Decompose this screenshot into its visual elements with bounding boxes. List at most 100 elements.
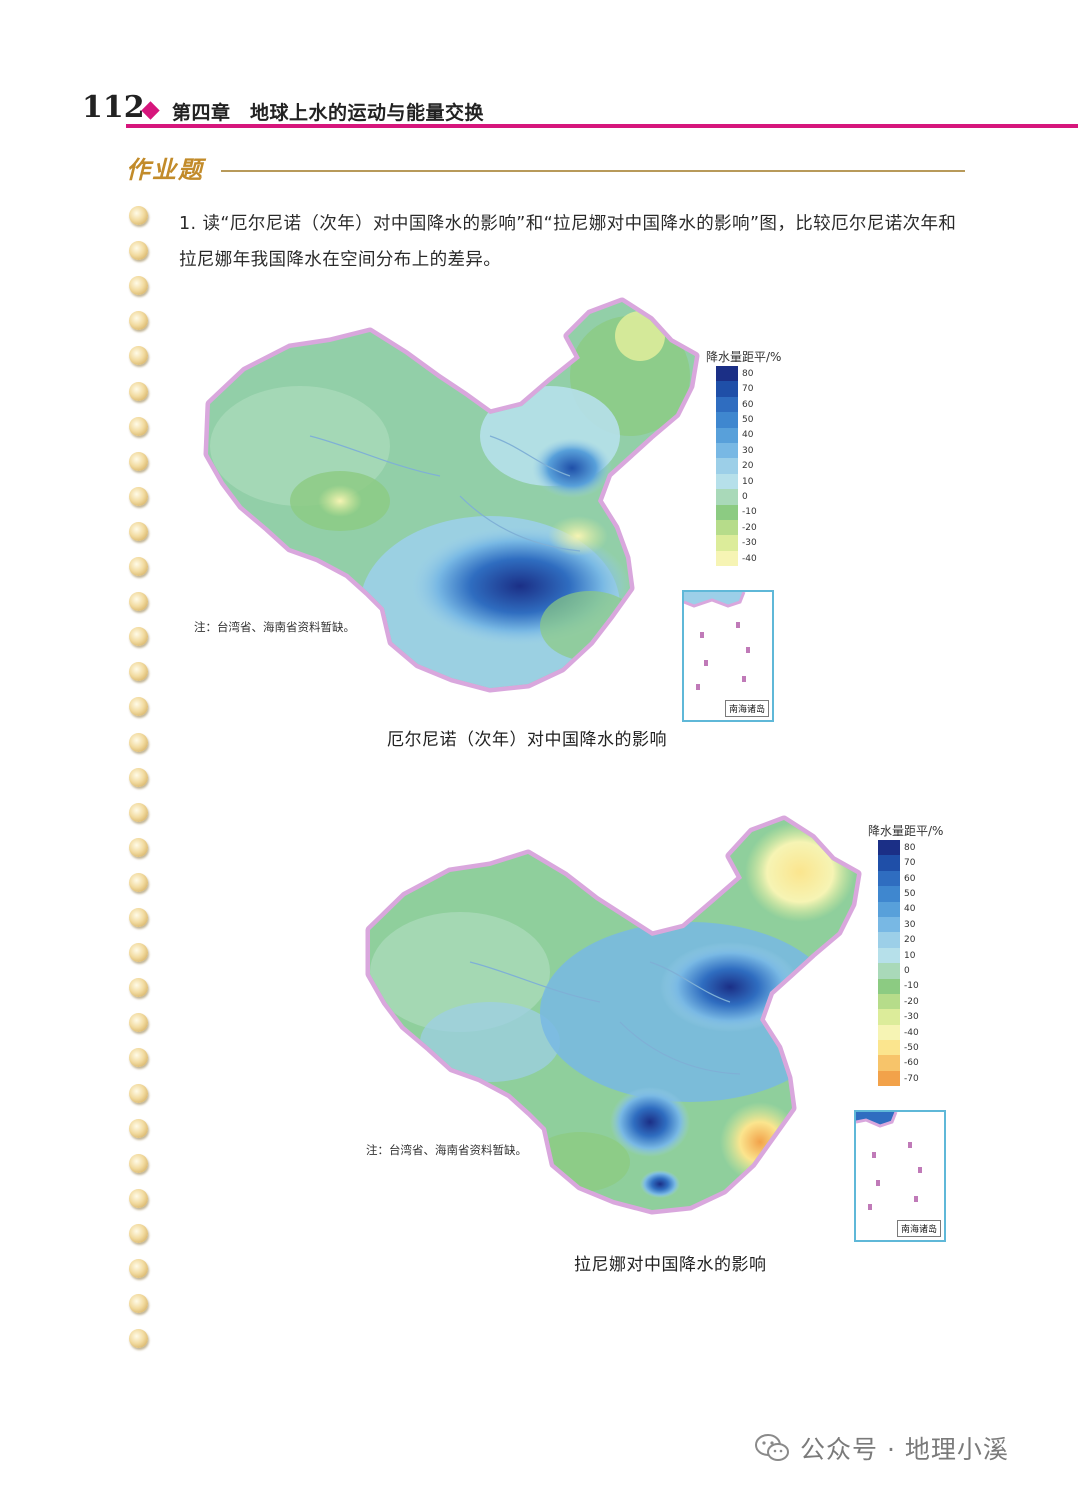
legend-tick-label: -70: [904, 1073, 919, 1084]
legend-swatch: [878, 1024, 900, 1041]
map-caption: 拉尼娜对中国降水的影响: [574, 1255, 767, 1275]
binder-ring-icon: [129, 381, 148, 401]
legend-tick-label: 10: [742, 476, 754, 487]
legend-swatch: [716, 473, 738, 490]
legend-tick-label: -30: [742, 538, 757, 549]
binder-ring-icon: [129, 872, 148, 892]
legend-swatch: [878, 932, 900, 948]
map-el-nino: 降水量距平/% 80 70 60 50 40 30 20 10 0 -10 -20 -30 -40 注：…: [190, 296, 790, 724]
binder-ring-icon: [129, 767, 148, 787]
legend-swatch: [716, 489, 738, 505]
legend-swatch: [878, 978, 900, 994]
binder-ring-icon: [129, 1083, 148, 1103]
watermark: 公众号 · 地理小溪: [754, 1428, 1009, 1468]
legend-swatch: [878, 916, 900, 933]
legend-swatch: [878, 855, 900, 871]
china-precipitation-map: [365, 815, 862, 1215]
legend-tick-label: 60: [904, 873, 916, 884]
binder-ring-icon: [129, 802, 148, 822]
legend-swatch: [878, 1055, 900, 1071]
legend-swatch: [716, 458, 738, 474]
legend-tick-label: 70: [904, 858, 916, 869]
legend-tick-label: -30: [904, 1012, 919, 1023]
legend-tick-label: -10: [742, 507, 757, 518]
binder-ring-icon: [129, 943, 148, 963]
binder-ring-icon: [129, 416, 148, 436]
binder-ring-icon: [129, 1294, 148, 1314]
watermark-text: 公众号 · 地理小溪: [800, 1435, 1009, 1464]
binder-ring-icon: [129, 1188, 148, 1208]
wechat-icon: [755, 1434, 789, 1461]
binder-ring-icon: [129, 1048, 148, 1068]
binder-ring-icon: [129, 627, 148, 647]
inset-map: [855, 1111, 922, 1210]
legend-swatch: [716, 427, 738, 443]
legend-swatch: [716, 366, 738, 382]
legend-swatch: [878, 886, 900, 902]
legend-swatch: [878, 963, 900, 979]
legend-swatch: [716, 535, 738, 551]
legend-bar: [878, 840, 900, 1087]
binder-ring-icon: [129, 206, 148, 225]
legend-tick-label: -10: [904, 981, 919, 992]
binder-ring-icon: [129, 1259, 148, 1278]
legend-tick-label: 70: [742, 384, 754, 395]
inset-map: [683, 591, 750, 690]
legend-swatch: [878, 1070, 900, 1087]
legend-swatch: [716, 396, 738, 413]
legend-tick-label: 0: [904, 965, 910, 976]
map-note: 注：台湾省、海南省资料暂缺。: [194, 620, 355, 634]
binder-ring-icon: [129, 732, 148, 752]
legend-tick-label: -20: [904, 996, 919, 1007]
south-china-sea-inset: 南海诸岛: [854, 1110, 946, 1242]
legend-tick-label: 40: [904, 904, 916, 915]
legend-swatch: [878, 901, 900, 917]
binder-ring-icon: [129, 1223, 148, 1243]
legend-swatch: [716, 442, 738, 459]
legend-tick-label: -60: [904, 1058, 919, 1069]
legend-swatch: [716, 412, 738, 428]
legend-tick-label: 50: [742, 414, 754, 425]
binder-ring-icon: [129, 521, 148, 541]
map-caption: 厄尔尼诺（次年）对中国降水的影响: [387, 730, 667, 750]
map-note: 注：台湾省、海南省资料暂缺。: [366, 1143, 527, 1157]
binder-ring-icon: [129, 908, 148, 927]
legend-swatch: [878, 870, 900, 887]
legend-tick-label: 20: [904, 935, 916, 946]
legend-swatch: [716, 381, 738, 397]
map-la-nina: 降水量距平/% 80 70 60 50 40 30 20 10 0 -10 -20 -30 -40 -50…: [360, 812, 960, 1244]
legend-tick-label: 80: [742, 368, 754, 379]
page-number: 112: [82, 90, 145, 125]
legend: 降水量距平/% 80 70 60 50 40 30 20 10 0 -10 -20 -30 -40 -50…: [868, 822, 958, 1122]
binder-ring-icon: [129, 662, 148, 682]
legend-swatch: [716, 550, 738, 567]
legend-tick-label: 20: [742, 461, 754, 472]
legend-swatch: [878, 993, 900, 1010]
binder-ring-icon: [129, 837, 148, 857]
legend-swatch: [878, 1009, 900, 1025]
question-text: 1. 读“厄尔尼诺（次年）对中国降水的影响”和“拉尼娜对中国降水的影响”图，比较…: [179, 214, 957, 270]
inset-label: 南海诸岛: [724, 700, 769, 717]
binder-ring-icon: [129, 451, 148, 471]
binder-ring-icon: [129, 486, 148, 506]
header-rule: [126, 124, 1078, 128]
legend-title: 降水量距平/%: [868, 824, 944, 838]
legend-tick-label: -20: [742, 522, 757, 533]
legend-tick-label: 50: [904, 888, 916, 899]
legend-tick-label: 30: [742, 445, 754, 456]
legend-tick-label: 80: [904, 842, 916, 853]
legend-swatch: [878, 1040, 900, 1056]
binder-ring-icon: [129, 241, 148, 261]
section-title: 作业题: [126, 156, 204, 184]
legend-title: 降水量距平/%: [706, 350, 782, 364]
south-china-sea-inset: 南海诸岛: [682, 590, 774, 722]
chapter-title: 第四章 地球上水的运动与能量交换: [172, 102, 485, 124]
binder-ring-icon: [129, 557, 148, 576]
china-precipitation-map: [203, 297, 700, 693]
binder-ring-icon: [129, 1013, 148, 1033]
legend: 降水量距平/% 80 70 60 50 40 30 20 10 0 -10 -20 -30 -40: [706, 348, 790, 638]
binder-ring-icon: [129, 592, 148, 612]
binder-ring-icon: [129, 276, 148, 296]
legend-tick-label: 60: [742, 399, 754, 410]
legend-swatch: [716, 504, 738, 520]
